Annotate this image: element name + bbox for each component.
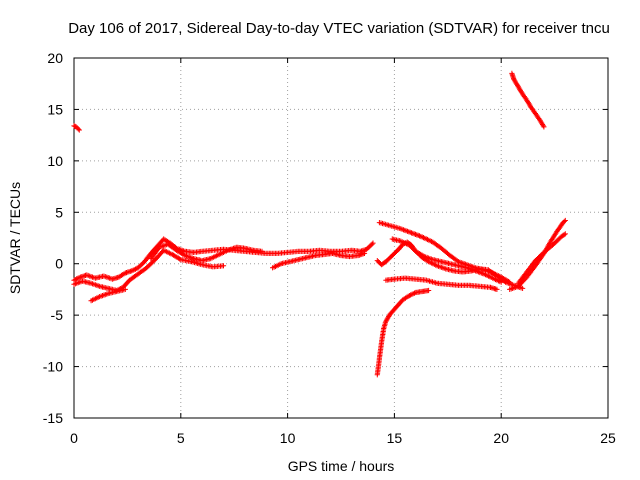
series-track-3 bbox=[88, 286, 128, 304]
x-tick-label: 5 bbox=[177, 430, 185, 446]
data-point bbox=[505, 278, 512, 285]
data-point bbox=[420, 253, 426, 259]
data-point bbox=[561, 218, 567, 225]
data-point bbox=[540, 123, 546, 129]
series-track-5 bbox=[270, 250, 368, 271]
series-track-7 bbox=[374, 287, 432, 378]
y-tick-label: -5 bbox=[51, 307, 64, 323]
data-point bbox=[75, 126, 81, 132]
data-point bbox=[406, 293, 412, 299]
series-track-11 bbox=[376, 220, 513, 285]
x-tick-label: 15 bbox=[387, 430, 403, 446]
data-point bbox=[74, 276, 80, 282]
data-point bbox=[426, 287, 432, 294]
data-point bbox=[498, 279, 504, 285]
y-axis-label: SDTVAR / TECUs bbox=[7, 182, 23, 294]
x-tick-label: 0 bbox=[70, 430, 78, 446]
series-track-14 bbox=[509, 70, 547, 130]
y-tick-label: -10 bbox=[43, 359, 63, 375]
data-point bbox=[507, 279, 513, 285]
series-track-10 bbox=[389, 236, 504, 285]
series-track-1 bbox=[71, 236, 376, 283]
y-tick-label: 0 bbox=[55, 256, 63, 272]
data-point bbox=[562, 231, 568, 237]
data-point bbox=[130, 267, 136, 273]
x-tick-label: 20 bbox=[493, 430, 509, 446]
x-tick-label: 25 bbox=[600, 430, 616, 446]
data-point bbox=[220, 263, 227, 269]
series-track-4 bbox=[148, 241, 265, 264]
plot-frame bbox=[73, 57, 609, 419]
data-point bbox=[181, 252, 187, 258]
y-tick-label: 10 bbox=[47, 153, 63, 169]
series-track-8 bbox=[383, 275, 500, 292]
y-tick-label: 15 bbox=[47, 101, 63, 117]
x-tick-label: 10 bbox=[280, 430, 296, 446]
data-point bbox=[562, 217, 568, 224]
data-point bbox=[76, 127, 82, 133]
data-point bbox=[259, 248, 265, 254]
data-point bbox=[520, 285, 526, 291]
grid-lines bbox=[74, 58, 608, 418]
data-point bbox=[177, 256, 183, 262]
series-track-2 bbox=[71, 247, 227, 294]
chart-title: Day 106 of 2017, Sidereal Day-to-day VTE… bbox=[68, 20, 610, 37]
y-tick-label: 5 bbox=[55, 204, 63, 220]
data-point bbox=[361, 250, 368, 256]
y-tick-label: -15 bbox=[43, 410, 63, 426]
data-point bbox=[494, 286, 500, 292]
data-point bbox=[541, 124, 547, 130]
axis-ticks: 0 5 10 15 20 25 -15 -10 -5 0 5 10 15 20 bbox=[43, 50, 616, 446]
data-point bbox=[561, 232, 567, 238]
data-point bbox=[122, 286, 128, 292]
x-axis-label: GPS time / hours bbox=[288, 458, 395, 474]
series-track-13 bbox=[515, 231, 568, 286]
data-point bbox=[370, 240, 376, 246]
data-points bbox=[71, 70, 568, 378]
y-tick-label: 20 bbox=[47, 50, 63, 66]
series-track-6 bbox=[71, 123, 82, 133]
data-point bbox=[369, 241, 375, 247]
